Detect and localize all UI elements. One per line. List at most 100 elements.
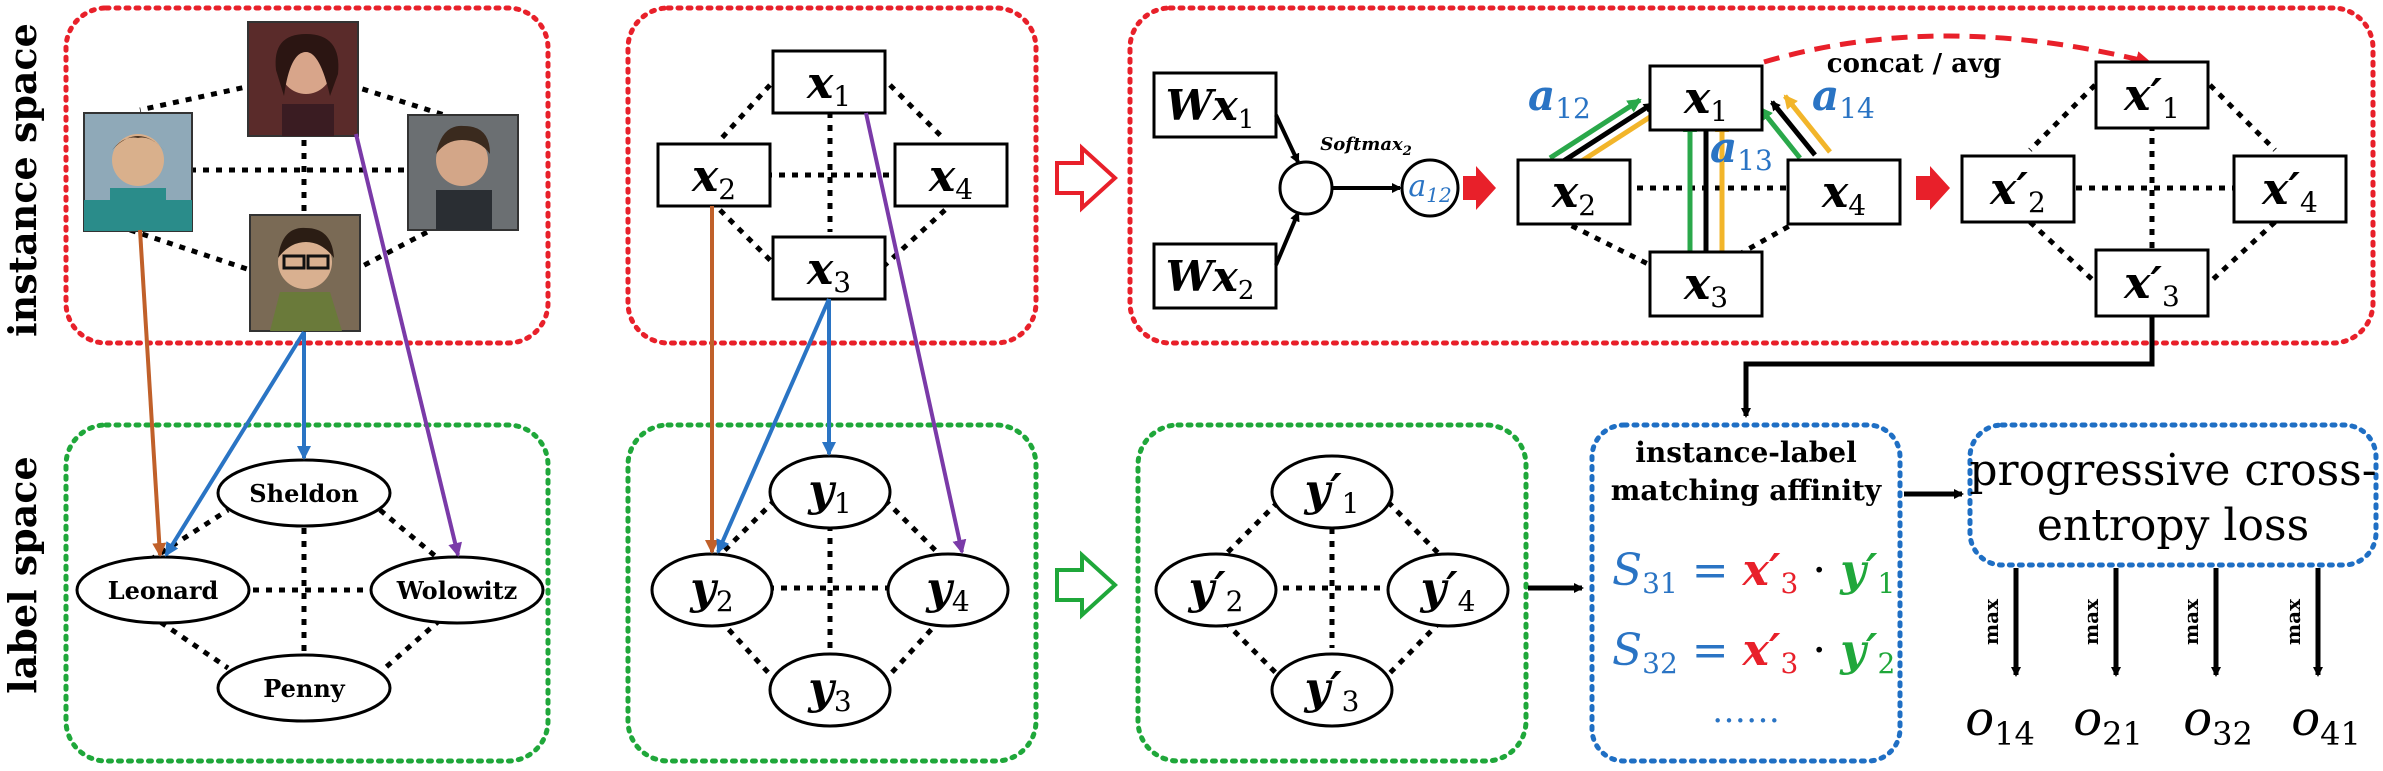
a13-label: a: [1710, 123, 1737, 172]
name-wolowitz: Wolowitz: [396, 576, 518, 605]
max-label-3: max: [2179, 598, 2203, 645]
x1-label: x: [806, 58, 834, 109]
svg-text:y′2: y′2: [1188, 563, 1244, 618]
xp4-sub: 4: [2300, 186, 2318, 219]
yp1-sub: 1: [1342, 487, 1360, 520]
wx-nodes: Wx1 Wx2: [1152, 71, 1278, 310]
green-hollow-arrow: [1055, 550, 1118, 620]
xp4-label: x′: [2261, 164, 2300, 215]
attention-panel: [1127, 5, 2376, 346]
wx1-label: Wx: [1166, 81, 1239, 130]
leonard-to-leonard-arrow: [164, 330, 306, 557]
svg-text:x4: x4: [928, 151, 973, 206]
svg-text:y1: y1: [807, 465, 851, 520]
a13-sub: 13: [1737, 144, 1773, 177]
wx2-label: Wx: [1166, 252, 1239, 301]
x4-label: x: [928, 151, 956, 202]
xp2-sub: 2: [2028, 186, 2046, 219]
eq2-equals: =: [1678, 625, 1743, 676]
eq2-dot: ·: [1798, 625, 1840, 676]
name-sheldon: Sheldon: [249, 479, 358, 508]
eq2-x-sub: 3: [1780, 647, 1798, 680]
eq2-y: y′: [1839, 625, 1878, 676]
y2-sub: 2: [716, 585, 734, 618]
svg-text:x1: x1: [1683, 73, 1728, 128]
a12-sub: 12: [1555, 92, 1591, 125]
affinity-title-line2: matching affinity: [1611, 474, 1882, 507]
x3-label: x: [806, 244, 834, 295]
svg-text:o14: o14: [1965, 691, 2035, 753]
eq2-x: x′: [1742, 625, 1781, 676]
instance-photo-panel: [63, 5, 551, 346]
panels: [63, 5, 2379, 764]
y3-label: y: [807, 663, 837, 714]
a12-small-sub: 12: [1426, 183, 1451, 207]
attn-graph-nodes: x1 x2 x4 x3: [1516, 64, 1902, 318]
o21-sub: 21: [2102, 715, 2143, 753]
svg-text:x′4: x′4: [2261, 164, 2318, 219]
x2-label: x: [691, 151, 719, 202]
o41-sub: 41: [2320, 715, 2361, 753]
y1-label: y: [807, 465, 837, 516]
svg-text:y′4: y′4: [1420, 563, 1476, 618]
eq1-y-sub: 1: [1877, 567, 1895, 600]
red-hollow-arrow: [1055, 143, 1118, 213]
wx2-sub: 2: [1238, 276, 1255, 306]
eq2-lhs: S: [1612, 625, 1642, 676]
a12-small-label: a: [1408, 169, 1426, 204]
name-penny: Penny: [263, 674, 346, 703]
yp4-label: y′: [1420, 563, 1459, 614]
photo-wolowitz: [407, 114, 519, 231]
yp3-sub: 3: [1342, 685, 1360, 718]
svg-text:y′3: y′3: [1304, 663, 1360, 718]
o14-sub: 14: [1994, 715, 2035, 753]
x4-sub: 4: [955, 173, 973, 206]
svg-text:o32: o32: [2183, 691, 2253, 753]
xp3-sub: 3: [2162, 280, 2180, 313]
o32-label: o: [2183, 691, 2212, 747]
xp1-label: x′: [2123, 70, 2162, 121]
y1-sub: 1: [834, 487, 852, 520]
svg-text:o41: o41: [2291, 691, 2361, 753]
a12-node: [1400, 158, 1460, 218]
attn-x3-label: x: [1683, 259, 1711, 310]
svg-text:S32 = x′3 · y′2: S32 = x′3 · y′2: [1612, 625, 1895, 680]
eq1-dot: ·: [1798, 545, 1840, 596]
wx2-to-sum-arrow: [1274, 211, 1300, 266]
svg-text:y2: y2: [689, 563, 733, 618]
o14-label: o: [1965, 691, 1994, 747]
y-graph-edges: [718, 498, 942, 682]
svg-text:x3: x3: [806, 244, 851, 299]
y-graph-nodes: y1 y2 y4 y3: [650, 454, 1010, 728]
eq1-lhs-sub: 31: [1642, 567, 1678, 600]
eq1-lhs: S: [1612, 545, 1642, 596]
svg-text:y3: y3: [807, 663, 851, 718]
instance-graph-panel: [625, 5, 1039, 346]
xp1-sub: 1: [2162, 92, 2180, 125]
eq1-equals: =: [1678, 545, 1743, 596]
yp3-label: y′: [1304, 663, 1343, 714]
max-label-2: max: [2079, 598, 2103, 645]
svg-text:a14: a14: [1812, 71, 1875, 125]
attn-x2-sub: 2: [1578, 189, 1596, 222]
svg-text:Wx2: Wx2: [1166, 252, 1255, 306]
svg-text:x′1: x′1: [2123, 70, 2180, 125]
svg-text:a12: a12: [1528, 71, 1591, 125]
eq1-y: y′: [1839, 545, 1878, 596]
svg-text:S31 = x′3 · y′1: S31 = x′3 · y′1: [1612, 545, 1895, 600]
svg-text:x′2: x′2: [1989, 164, 2046, 219]
svg-text:a13: a13: [1710, 123, 1773, 177]
wx1-sub: 1: [1238, 105, 1255, 135]
svg-text:x3: x3: [1683, 259, 1728, 314]
instance-space-label: instance space: [0, 23, 45, 337]
attn-x4-sub: 4: [1848, 189, 1866, 222]
x1-to-y4-arrow: [864, 112, 967, 554]
concat-label: concat / avg: [1827, 49, 2002, 79]
y4-label: y: [925, 563, 955, 614]
yprime-graph-nodes: y′1 y′2 y′4 y′3: [1154, 454, 1510, 728]
wx1-to-sum-arrow: [1274, 114, 1300, 164]
xp2-label: x′: [1989, 164, 2028, 215]
x1-sub: 1: [833, 80, 851, 113]
sheldon-to-leonard-arrow: [138, 229, 167, 557]
x-graph-nodes: x1 x2 x4 x3: [656, 49, 1009, 301]
